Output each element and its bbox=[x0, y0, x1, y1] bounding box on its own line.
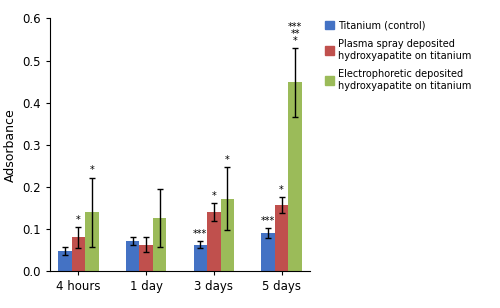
Text: ***: *** bbox=[288, 22, 302, 31]
Text: ***: *** bbox=[261, 216, 275, 226]
Bar bbox=[140, 245, 153, 271]
Text: ***: *** bbox=[193, 229, 208, 239]
Bar bbox=[85, 212, 99, 271]
Bar bbox=[194, 245, 207, 271]
Text: *: * bbox=[292, 36, 298, 46]
Bar bbox=[207, 212, 220, 271]
Text: *: * bbox=[279, 185, 284, 195]
Legend: Titanium (control), Plasma spray deposited
hydroxyapatite on titanium, Electroph: Titanium (control), Plasma spray deposit… bbox=[322, 18, 474, 93]
Bar bbox=[126, 241, 140, 271]
Bar bbox=[153, 218, 166, 271]
Text: *: * bbox=[212, 191, 216, 201]
Bar bbox=[72, 237, 85, 271]
Bar bbox=[261, 233, 275, 271]
Text: **: ** bbox=[290, 29, 300, 39]
Bar bbox=[220, 199, 234, 271]
Bar bbox=[275, 205, 288, 271]
Text: *: * bbox=[76, 215, 81, 225]
Bar bbox=[288, 83, 302, 271]
Text: *: * bbox=[225, 155, 230, 165]
Bar bbox=[58, 251, 71, 271]
Text: *: * bbox=[90, 165, 94, 176]
Y-axis label: Adsorbance: Adsorbance bbox=[4, 108, 17, 182]
